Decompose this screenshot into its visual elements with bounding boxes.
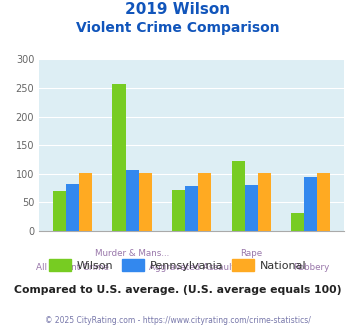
Bar bbox=[139, 173, 152, 231]
Bar bbox=[304, 177, 317, 231]
Text: All Violent Crime: All Violent Crime bbox=[36, 263, 109, 272]
Bar bbox=[113, 84, 126, 231]
Text: Rape: Rape bbox=[240, 249, 262, 258]
Bar bbox=[198, 173, 211, 231]
Bar bbox=[79, 173, 92, 231]
Text: 2019 Wilson: 2019 Wilson bbox=[125, 2, 230, 16]
Bar bbox=[317, 173, 331, 231]
Text: Robbery: Robbery bbox=[293, 263, 329, 272]
Text: Murder & Mans...: Murder & Mans... bbox=[95, 249, 169, 258]
Bar bbox=[66, 184, 79, 231]
Bar bbox=[231, 161, 245, 231]
Bar bbox=[126, 170, 139, 231]
Bar bbox=[172, 190, 185, 231]
Bar bbox=[245, 185, 258, 231]
Text: Violent Crime Comparison: Violent Crime Comparison bbox=[76, 21, 279, 35]
Legend: Wilson, Pennsylvania, National: Wilson, Pennsylvania, National bbox=[44, 255, 311, 275]
Bar bbox=[258, 173, 271, 231]
Bar bbox=[291, 213, 304, 231]
Bar bbox=[185, 186, 198, 231]
Text: Aggravated Assault: Aggravated Assault bbox=[149, 263, 235, 272]
Text: © 2025 CityRating.com - https://www.cityrating.com/crime-statistics/: © 2025 CityRating.com - https://www.city… bbox=[45, 316, 310, 325]
Text: Compared to U.S. average. (U.S. average equals 100): Compared to U.S. average. (U.S. average … bbox=[14, 285, 341, 295]
Bar bbox=[53, 191, 66, 231]
